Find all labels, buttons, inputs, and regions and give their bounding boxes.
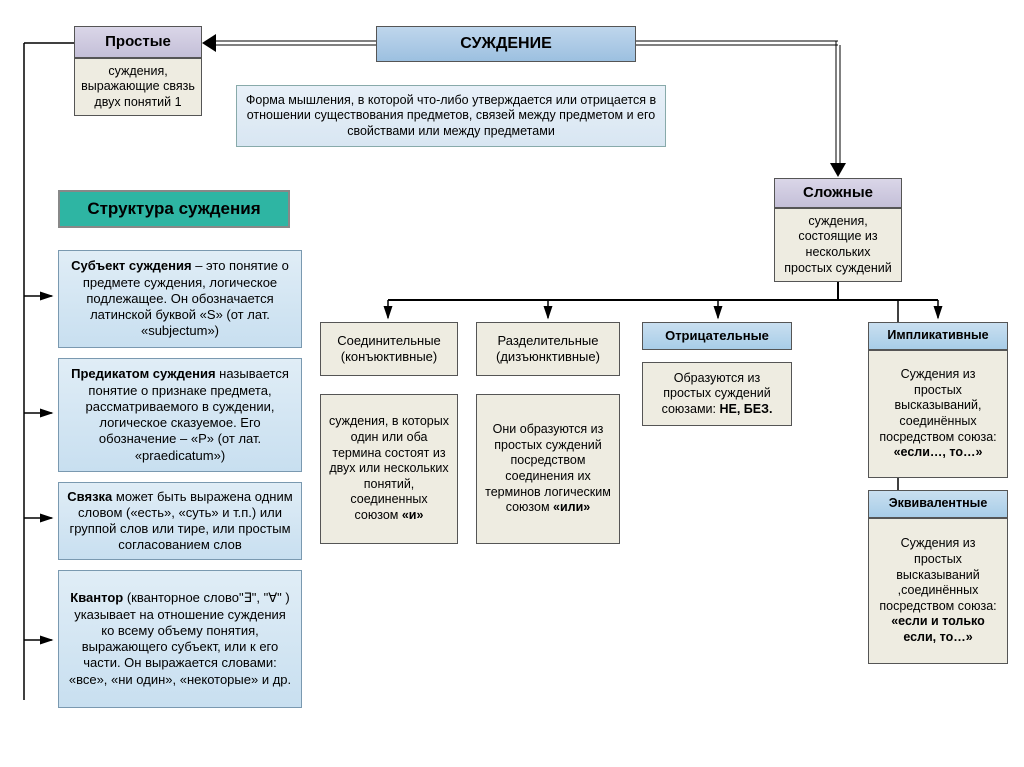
structure-predicate-text: Предикатом суждения называется понятие о…	[67, 366, 293, 464]
complex-desc: суждения, состоящие из нескольких просты…	[774, 208, 902, 282]
structure-copula: Связка может быть выражена одним словом …	[58, 482, 302, 560]
equivalent-title: Эквивалентные	[868, 490, 1008, 518]
main-definition: Форма мышления, в которой что-либо утвер…	[236, 85, 666, 147]
structure-quantor: Квантор (кванторное слово"∃", "∀" ) указ…	[58, 570, 302, 708]
structure-title-text: Структура суждения	[87, 198, 260, 219]
disjunctive-desc: Они образуются из простых суждений посре…	[476, 394, 620, 544]
main-title-text: СУЖДЕНИЕ	[460, 34, 552, 54]
implicative-desc: Суждения из простых высказываний, соедин…	[868, 350, 1008, 478]
structure-predicate: Предикатом суждения называется понятие о…	[58, 358, 302, 472]
implicative-desc-text: Суждения из простых высказываний, соедин…	[875, 367, 1001, 461]
structure-quantor-text: Квантор (кванторное слово"∃", "∀" ) указ…	[67, 590, 293, 688]
equivalent-desc-text: Суждения из простых высказываний ,соедин…	[875, 536, 1001, 645]
structure-subject: Субъект суждения – это понятие о предмет…	[58, 250, 302, 348]
disjunctive-title-text: Разделительные (дизъюнктивные)	[483, 333, 613, 366]
complex-title: Сложные	[774, 178, 902, 208]
conjunctive-desc-text: суждения, в которых один или оба термина…	[327, 414, 451, 523]
implicative-title-text: Импликативные	[887, 328, 988, 344]
negative-desc: Образуются из простых суждений союзами: …	[642, 362, 792, 426]
simple-desc: суждения, выражающие связь двух понятий …	[74, 58, 202, 116]
conjunctive-desc: суждения, в которых один или оба термина…	[320, 394, 458, 544]
conjunctive-title: Соединительные (конъюктивные)	[320, 322, 458, 376]
structure-subject-text: Субъект суждения – это понятие о предмет…	[67, 258, 293, 339]
negative-title: Отрицательные	[642, 322, 792, 350]
complex-desc-text: суждения, состоящие из нескольких просты…	[781, 214, 895, 277]
complex-title-text: Сложные	[803, 184, 873, 203]
structure-title: Структура суждения	[58, 190, 290, 228]
disjunctive-desc-text: Они образуются из простых суждений посре…	[483, 422, 613, 516]
implicative-title: Импликативные	[868, 322, 1008, 350]
simple-title: Простые	[74, 26, 202, 58]
negative-title-text: Отрицательные	[665, 328, 769, 344]
main-title: СУЖДЕНИЕ	[376, 26, 636, 62]
equivalent-desc: Суждения из простых высказываний ,соедин…	[868, 518, 1008, 664]
disjunctive-title: Разделительные (дизъюнктивные)	[476, 322, 620, 376]
simple-desc-text: суждения, выражающие связь двух понятий …	[81, 64, 195, 111]
simple-title-text: Простые	[105, 33, 171, 52]
main-def-text: Форма мышления, в которой что-либо утвер…	[243, 93, 659, 140]
conjunctive-title-text: Соединительные (конъюктивные)	[327, 333, 451, 366]
equivalent-title-text: Эквивалентные	[889, 496, 988, 512]
negative-desc-text: Образуются из простых суждений союзами: …	[649, 371, 785, 418]
structure-copula-text: Связка может быть выражена одним словом …	[67, 489, 293, 554]
